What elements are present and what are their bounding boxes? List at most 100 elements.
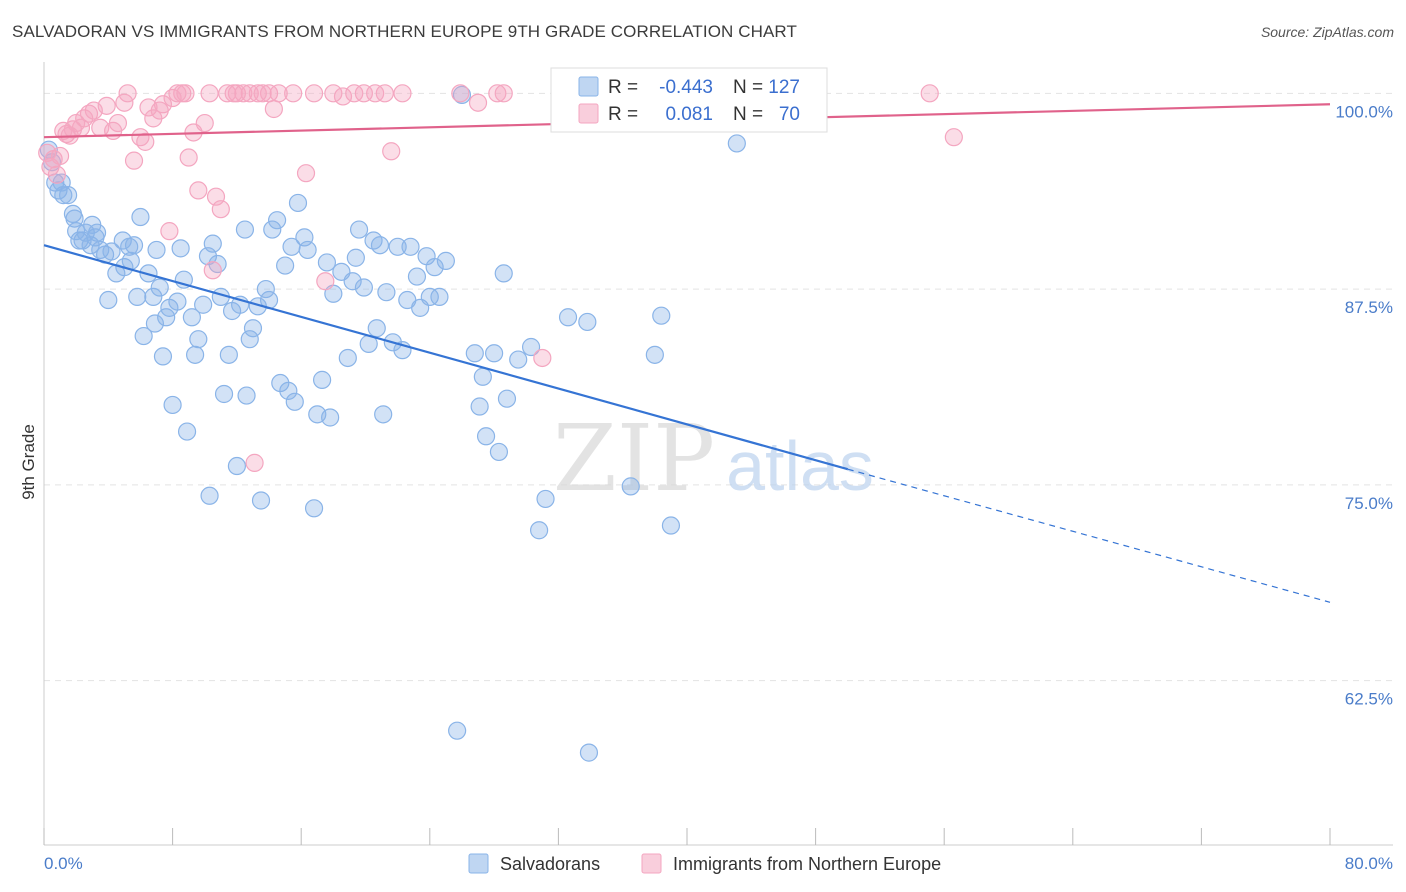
northern-europe-point-35 (195, 113, 214, 133)
salvadoran-point-114 (579, 743, 599, 762)
salvadoran-point-50 (235, 220, 255, 239)
salvadoran-point-76 (343, 272, 362, 291)
salvadoran-point-28 (153, 347, 173, 366)
salvadoran-point-48 (227, 456, 246, 476)
salvadoran-point-52 (240, 330, 259, 349)
x-tick-label-min: 0.0% (44, 854, 83, 873)
salvadoran-point-33 (171, 239, 190, 258)
salvadoran-point-95 (425, 258, 444, 277)
legend-r-label-1: R = (608, 77, 638, 98)
salvadoran-point-109 (521, 337, 541, 357)
northern-europe-point-63 (451, 84, 470, 103)
trend-line-salvadorans (43, 244, 849, 471)
northern-europe-point-50 (269, 84, 288, 103)
northern-europe-point-60 (375, 84, 394, 103)
salvadoran-point-111 (536, 489, 555, 509)
salvadoran-point-100 (465, 344, 484, 363)
salvadoran-point-119 (727, 134, 746, 153)
northern-europe-point-17 (108, 113, 128, 133)
salvadoran-point-38 (189, 330, 208, 349)
salvadoran-point-53 (243, 319, 263, 338)
salvadoran-point-124 (102, 242, 121, 261)
salvadoran-point-113 (578, 312, 597, 332)
salvadoran-point-58 (263, 220, 282, 239)
northern-europe-point-27 (160, 222, 179, 241)
salvadoran-point-102 (473, 367, 492, 386)
salvadoran-point-103 (476, 427, 496, 446)
northern-europe-point-67 (533, 348, 552, 368)
northern-europe-point-39 (211, 200, 230, 219)
salvadoran-point-106 (494, 264, 513, 283)
salvadoran-point-59 (267, 211, 287, 230)
salvadoran-point-41 (200, 486, 219, 505)
salvadoran-point-96 (430, 287, 449, 306)
salvadoran-point-22 (131, 207, 150, 227)
legend-n-label-1: N = (733, 77, 763, 98)
salvadoran-point-121 (67, 222, 86, 241)
salvadoran-point-72 (321, 408, 340, 427)
salvadoran-point-123 (87, 223, 107, 242)
northern-europe-point-40 (218, 84, 237, 103)
series-legend-label-salvadorans: Salvadorans (500, 854, 600, 874)
salvadoran-point-42 (203, 234, 222, 253)
salvadoran-point-71 (317, 253, 337, 272)
salvadoran-point-97 (436, 251, 455, 270)
salvadoran-point-85 (377, 283, 396, 302)
salvadoran-point-46 (219, 345, 238, 364)
legend-swatch-northern-europe (578, 103, 599, 124)
salvadoran-point-51 (237, 386, 256, 405)
salvadoran-point-31 (163, 395, 182, 415)
salvadoran-point-112 (558, 308, 578, 327)
salvadoran-point-83 (370, 236, 390, 255)
salvadoran-point-94 (420, 287, 439, 306)
y-tick-label-1: 75.0% (1345, 494, 1393, 513)
salvadoran-point-110 (530, 521, 549, 540)
salvadoran-point-90 (401, 237, 420, 256)
salvadoran-point-77 (346, 248, 365, 267)
y-tick-labels: 62.5% 75.0% 87.5% 100.0% (1335, 102, 1393, 708)
salvadoran-point-115 (621, 477, 640, 496)
salvadoran-point-78 (349, 220, 369, 239)
series-legend-swatch-northern-europe (641, 853, 662, 874)
y-tick-label-3: 100.0% (1335, 102, 1393, 121)
salvadoran-point-21 (128, 287, 147, 306)
salvadoran-point-62 (279, 381, 298, 400)
northern-europe-point-23 (139, 98, 158, 117)
salvadoran-point-15 (99, 290, 118, 310)
salvadoran-point-126 (145, 314, 165, 333)
salvadoran-point-101 (470, 397, 489, 416)
northern-europe-point-51 (284, 84, 303, 103)
series-legend-label-northern-europe: Immigrants from Northern Europe (673, 854, 941, 874)
trend-line-salvadorans-extension (847, 468, 1331, 603)
northern-europe-point-47 (253, 84, 272, 103)
northern-europe-point-43 (234, 84, 253, 103)
northern-europe-point-37 (203, 261, 222, 280)
legend-r-value-1: -0.443 (659, 77, 713, 98)
salvadoran-point-65 (288, 193, 308, 213)
northern-europe-point-59 (366, 84, 385, 103)
salvadoran-point-118 (661, 516, 681, 535)
northern-europe-point-31 (176, 84, 195, 103)
salvadoran-point-107 (497, 389, 517, 408)
legend-r-label-2: R = (608, 104, 638, 125)
salvadoran-point-68 (304, 499, 324, 518)
northern-europe-point-12 (79, 104, 99, 123)
salvadoran-point-32 (168, 292, 187, 311)
legend-n-value-1: 127 (768, 77, 800, 98)
northern-europe-point-20 (124, 151, 144, 170)
northern-europe-point-19 (118, 84, 137, 103)
salvadoran-point-20 (124, 236, 144, 255)
salvadoran-point-82 (367, 319, 386, 338)
northern-europe-point-54 (316, 272, 335, 291)
salvadoran-point-91 (407, 267, 427, 286)
salvadoran-point-87 (388, 237, 407, 256)
salvadoran-point-64 (285, 392, 304, 411)
salvadoran-point-37 (186, 345, 205, 364)
northern-europe-point-45 (245, 453, 264, 472)
northern-europe-point-4 (50, 146, 70, 166)
northern-europe-point-53 (304, 84, 324, 103)
northern-europe-point-65 (488, 84, 507, 103)
northern-europe-point-42 (227, 84, 246, 103)
northern-europe-point-32 (179, 148, 198, 167)
